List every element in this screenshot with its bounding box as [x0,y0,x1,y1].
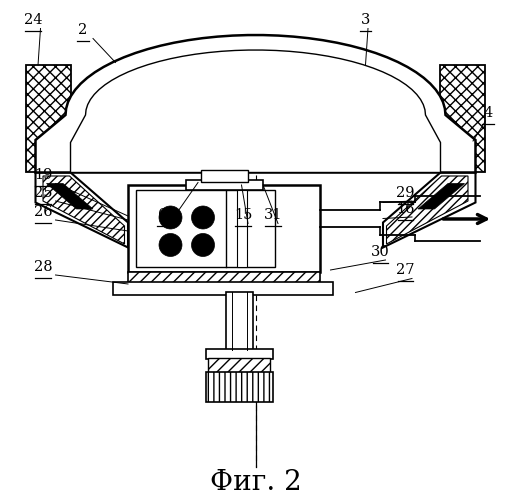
Text: Фиг. 2: Фиг. 2 [210,469,301,496]
Text: 3: 3 [361,14,370,28]
Text: 28: 28 [34,260,52,274]
Text: 19: 19 [34,168,52,182]
Circle shape [159,234,182,256]
Bar [135,190,275,268]
Polygon shape [386,176,468,244]
Circle shape [192,206,215,229]
Bar [205,349,273,359]
Polygon shape [418,184,464,209]
Text: 24: 24 [24,14,42,28]
Text: 2: 2 [78,24,87,38]
Bar [205,372,273,402]
Bar [26,65,71,172]
Polygon shape [35,172,128,248]
Text: 27: 27 [396,264,415,278]
Text: 30: 30 [371,245,390,259]
Text: 6: 6 [158,208,168,222]
Polygon shape [71,50,440,172]
Polygon shape [35,35,476,172]
Bar [128,185,320,272]
Polygon shape [383,172,476,248]
Circle shape [192,234,215,256]
Text: 4: 4 [483,106,493,120]
Text: 25: 25 [34,186,52,200]
Bar [208,358,270,374]
Text: 16: 16 [396,202,415,216]
Bar [237,190,246,268]
Polygon shape [43,176,125,244]
Polygon shape [47,184,93,209]
Bar [128,272,320,285]
Text: 31: 31 [264,208,282,222]
Bar [113,282,333,295]
Bar [440,65,485,172]
Bar [200,170,248,182]
Text: 29: 29 [396,186,415,200]
Text: 26: 26 [34,205,52,219]
Bar [185,180,263,190]
Bar [225,292,253,350]
Text: 15: 15 [234,208,252,222]
Circle shape [159,206,182,229]
